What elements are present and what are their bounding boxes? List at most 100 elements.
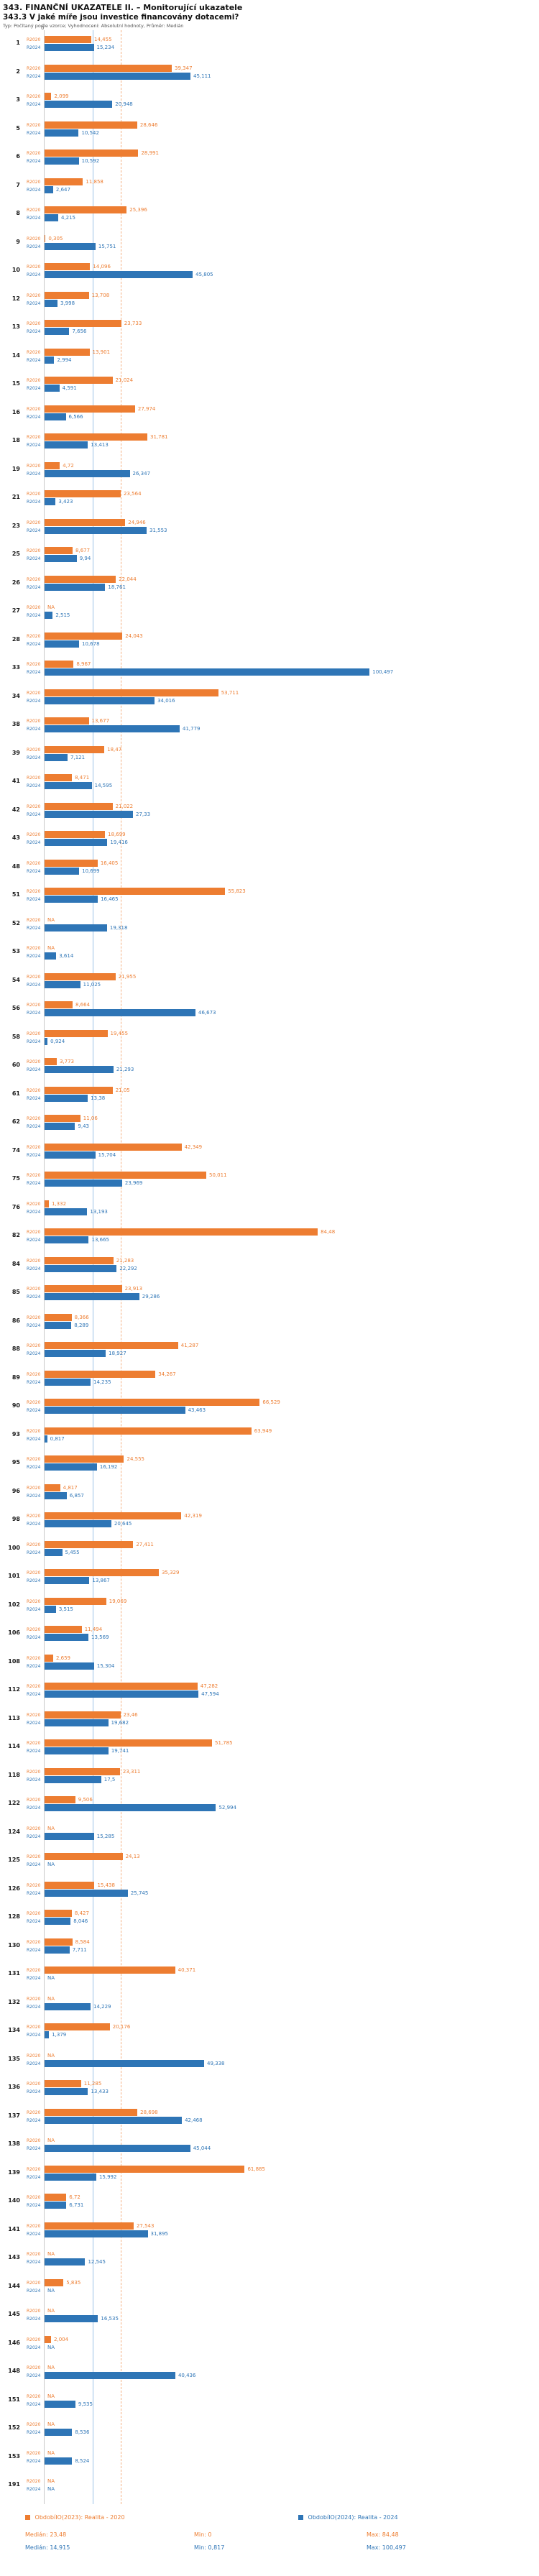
- chart-row-48: 48 R2020 16,405 R2024 10,699: [0, 857, 539, 886]
- bar-r2024: [45, 1491, 67, 1499]
- bar-value-r2020: 11,285: [83, 2081, 102, 2087]
- bar-value-r2024: 19,416: [110, 840, 128, 845]
- bar-value-r2020: 15,438: [97, 1882, 115, 1888]
- row-label: 3: [16, 96, 20, 103]
- bar-value-r2024: 6,566: [68, 413, 83, 420]
- bar-r2024: [45, 753, 68, 761]
- chart-row-112: 112 R2020 47,282 R2024 47,594: [0, 1680, 539, 1708]
- bar-r2020: [45, 461, 60, 469]
- bar-r2024: [45, 1009, 196, 1016]
- row-label: 51: [11, 891, 20, 898]
- bar-value-r2024: 15,285: [96, 1833, 115, 1839]
- row-label: 144: [8, 2282, 20, 2289]
- chart-row-135: 135 R2020 NA R2024 49,338: [0, 2049, 539, 2078]
- chart-row-9: 9 R2020 0,305 R2024 15,751: [0, 232, 539, 261]
- bar-r2020: [45, 150, 139, 157]
- bar-r2020: [45, 1569, 159, 1576]
- chart-row-138: 138 R2020 NA R2024 45,044: [0, 2134, 539, 2163]
- chart-row-86: 86 R2020 8,366 R2024 8,289: [0, 1311, 539, 1340]
- chart-row-25: 25 R2020 8,677 R2024 9,94: [0, 544, 539, 573]
- chart-row-8: 8 R2020 25,396 R2024 4,215: [0, 203, 539, 232]
- bar-r2024: [45, 1208, 88, 1215]
- row-label: 33: [11, 664, 20, 671]
- chart-row-7: 7 R2020 11,858 R2024 2,647: [0, 175, 539, 204]
- series-label-r2020: R2020: [27, 1769, 41, 1775]
- bar-value-r2020: NA: [47, 1995, 55, 2002]
- bar-value-r2020: 55,823: [228, 888, 246, 894]
- series-label-r2020: R2020: [27, 236, 41, 242]
- bar-value-r2020: 21,022: [115, 803, 134, 809]
- bar-value-r2024: 2,647: [55, 186, 70, 193]
- bar-r2024: [45, 696, 155, 704]
- bar-r2020: [45, 490, 121, 497]
- bar-r2020: [45, 1228, 318, 1236]
- series-label-r2020: R2020: [27, 2252, 41, 2257]
- chart-row-108: 108 R2020 2,659 R2024 15,304: [0, 1652, 539, 1680]
- series-label-r2024: R2024: [27, 2174, 41, 2180]
- series-label-r2020: R2020: [27, 804, 41, 809]
- row-label: 89: [11, 1374, 20, 1381]
- bar-value-r2024: 10,678: [82, 640, 100, 647]
- series-label-r2024: R2024: [27, 1522, 41, 1527]
- bar-value-r2020: 6,72: [69, 2194, 80, 2200]
- series-label-r2020: R2020: [27, 633, 41, 639]
- bar-value-r2020: 19,455: [110, 1030, 129, 1036]
- series-label-r2024: R2024: [27, 1834, 41, 1839]
- row-label: 84: [11, 1260, 20, 1267]
- bar-value-r2024: 12,545: [88, 2259, 106, 2265]
- series-label-r2024: R2024: [27, 840, 41, 845]
- bar-value-r2020: 23,46: [123, 1711, 138, 1718]
- series-label-r2024: R2024: [27, 2260, 41, 2265]
- series-label-r2020: R2020: [27, 1400, 41, 1405]
- bar-r2024: [45, 583, 106, 591]
- bar-r2020: [45, 1626, 82, 1633]
- bar-r2024: [45, 1378, 91, 1386]
- bar-value-r2024: 10,699: [82, 868, 100, 874]
- bar-r2020: [45, 121, 137, 129]
- chart-row-145: 145 R2020 NA R2024 16,535: [0, 2304, 539, 2333]
- bar-value-r2024: 43,463: [188, 1407, 206, 1413]
- series-label-r2020: R2020: [27, 463, 41, 469]
- row-label: 13: [11, 323, 20, 330]
- bar-r2020: [45, 1484, 60, 1491]
- chart-row-101: 101 R2020 35,329 R2024 13,867: [0, 1566, 539, 1595]
- series-label-r2024: R2024: [27, 811, 41, 817]
- bar-r2020: [45, 1029, 108, 1037]
- series-label-r2020: R2020: [27, 264, 41, 270]
- x-axis-zero-line: [44, 30, 45, 2504]
- bar-value-r2020: 20,176: [112, 2024, 131, 2030]
- chart-row-3: 3 R2020 2,099 R2024 20,948: [0, 90, 539, 119]
- chart-row-16: 16 R2020 27,974 R2024 6,566: [0, 402, 539, 431]
- bar-r2020: [45, 518, 126, 526]
- series-label-r2024: R2024: [27, 1351, 41, 1356]
- chart-row-39: 39 R2020 18,47 R2024 7,121: [0, 743, 539, 772]
- bar-value-r2020: 66,529: [262, 1399, 280, 1405]
- chart-row-124: 124 R2020 NA R2024 15,285: [0, 1822, 539, 1851]
- bar-r2024: [45, 1634, 89, 1641]
- bar-value-r2024: 15,704: [98, 1151, 116, 1158]
- bar-value-r2024: 26,347: [132, 470, 151, 477]
- bar-r2020: [45, 178, 83, 185]
- row-label: 7: [16, 181, 20, 188]
- bar-value-r2020: 11,494: [84, 1627, 103, 1632]
- bar-r2020: [45, 888, 226, 895]
- row-label: 131: [8, 1970, 20, 1977]
- bar-value-r2020: NA: [47, 916, 55, 923]
- chart-row-10: 10 R2020 14,096 R2024 45,805: [0, 260, 539, 289]
- bar-value-r2024: 13,433: [91, 2089, 109, 2094]
- bar-value-r2020: 21,283: [116, 1257, 134, 1264]
- row-label: 191: [8, 2481, 20, 2488]
- series-label-r2020: R2020: [27, 719, 41, 724]
- chart-row-12: 12 R2020 13,708 R2024 3,998: [0, 289, 539, 318]
- bar-r2024: [45, 2116, 183, 2124]
- bar-r2024: [45, 1946, 70, 1954]
- row-label: 152: [8, 2424, 20, 2431]
- bar-r2020: [45, 2108, 138, 2116]
- bar-value-r2020: NA: [47, 2421, 55, 2427]
- bar-value-r2020: 39,347: [175, 65, 193, 71]
- chart-row-125: 125 R2020 24,13 R2024 NA: [0, 1850, 539, 1879]
- bar-value-r2024: 15,304: [96, 1662, 115, 1669]
- row-label: 28: [11, 635, 20, 643]
- row-label: 74: [11, 1146, 20, 1154]
- bar-value-r2020: NA: [47, 2478, 55, 2484]
